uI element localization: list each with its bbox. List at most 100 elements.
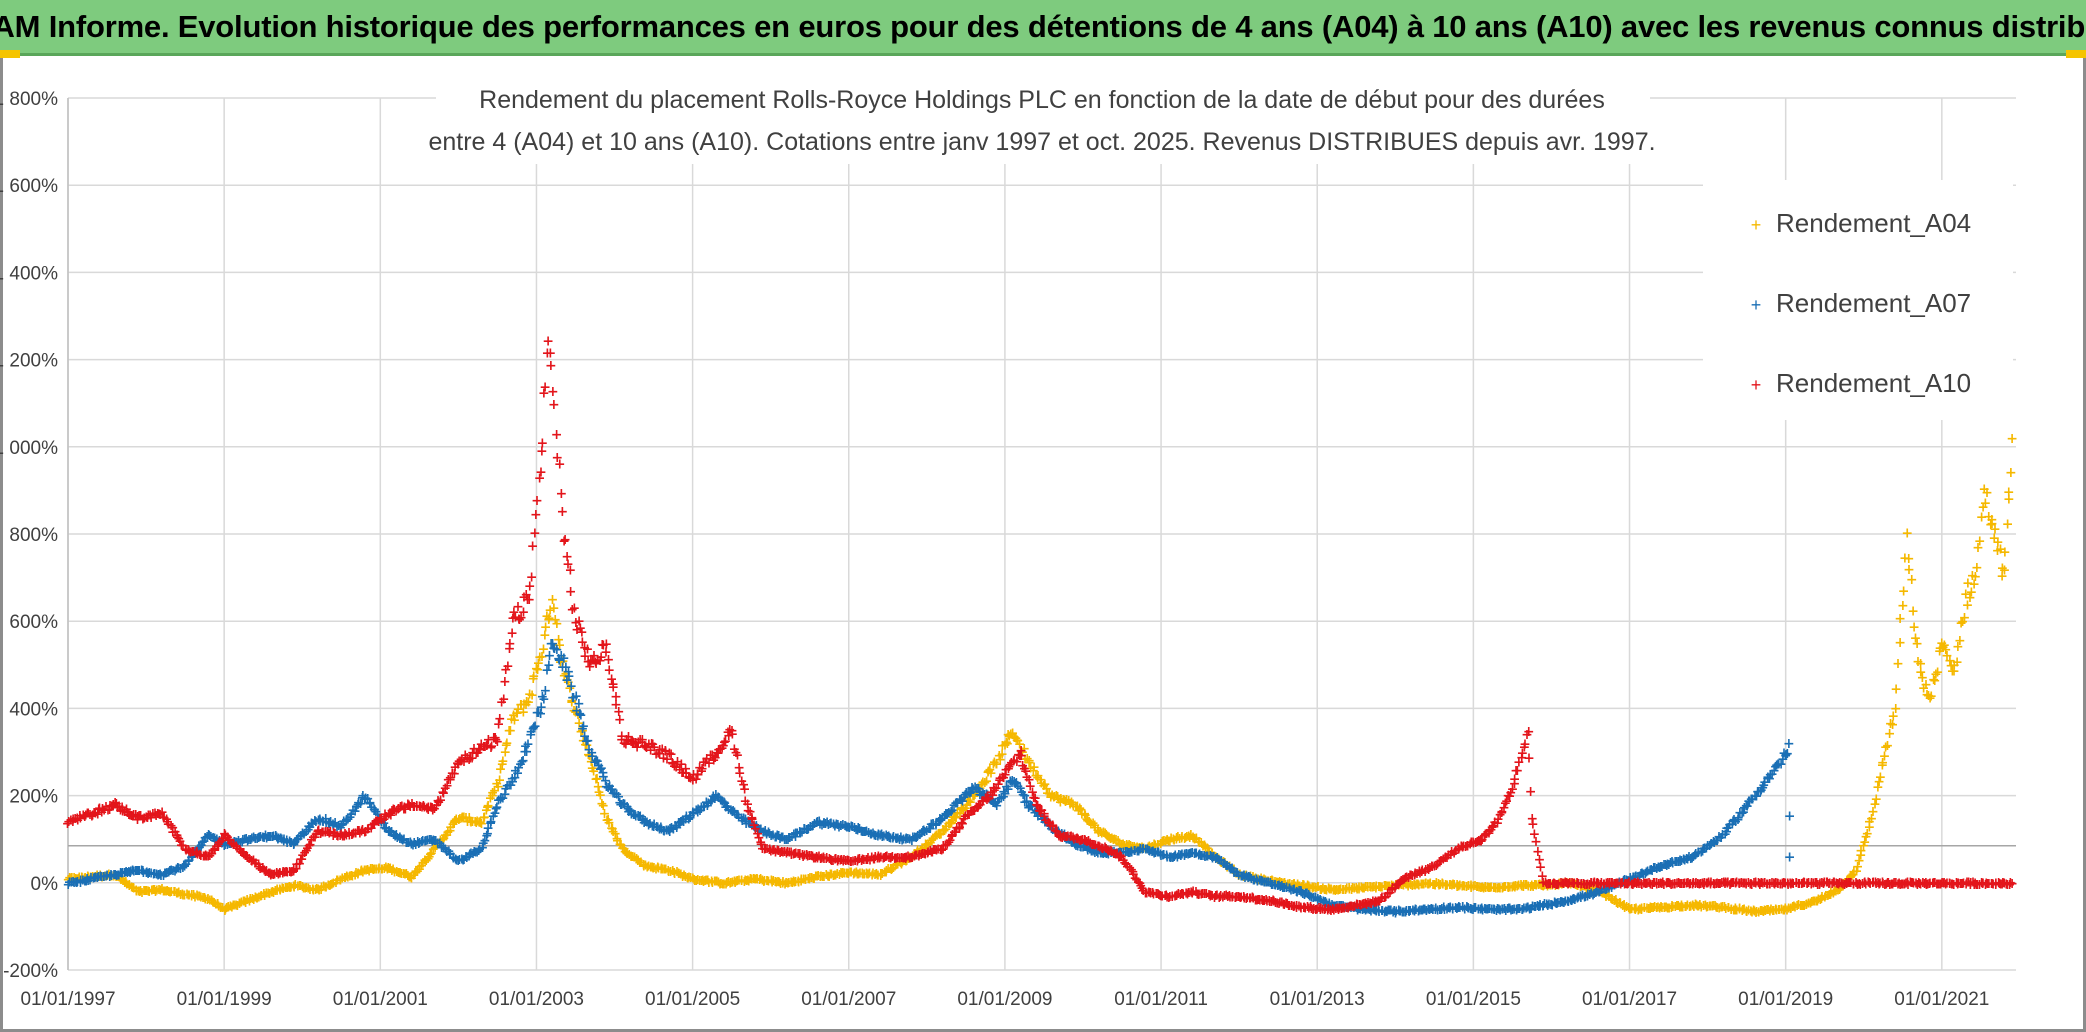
- data-point-marker: +: [1783, 736, 1795, 752]
- data-point-marker: +: [1183, 829, 1195, 845]
- data-point-marker: +: [259, 888, 271, 904]
- data-point-marker: +: [313, 882, 325, 898]
- data-point-marker: +: [811, 868, 823, 884]
- data-point-marker: +: [808, 871, 820, 887]
- data-point-marker: +: [1039, 776, 1051, 792]
- data-point-marker: +: [618, 841, 630, 857]
- data-point-marker: +: [1121, 837, 1133, 853]
- data-point-marker: +: [1168, 832, 1180, 848]
- data-point-marker: +: [780, 875, 792, 891]
- data-point-marker: +: [1051, 788, 1063, 804]
- data-point-marker: +: [698, 874, 710, 890]
- data-point-marker: +: [1246, 871, 1258, 887]
- data-point-marker: +: [238, 894, 250, 910]
- data-point-marker: +: [1901, 525, 1913, 541]
- data-point-marker: +: [251, 891, 263, 907]
- data-point-marker: +: [1228, 862, 1240, 878]
- data-point-marker: +: [570, 703, 582, 719]
- data-point-marker: +: [346, 868, 358, 884]
- data-point-marker: +: [66, 870, 78, 886]
- data-point-marker: +: [839, 865, 851, 881]
- data-point-marker: +: [1184, 830, 1196, 846]
- data-point-marker: +: [849, 865, 861, 881]
- data-point-marker: +: [1057, 792, 1069, 808]
- data-point-marker: +: [65, 871, 77, 887]
- data-point-marker: +: [1092, 822, 1104, 838]
- data-point-marker: +: [362, 862, 374, 878]
- data-point-marker: +: [1000, 735, 1012, 751]
- data-point-marker: +: [1271, 874, 1283, 890]
- data-point-marker: +: [64, 870, 76, 886]
- data-point-marker: +: [302, 881, 314, 897]
- data-point-marker: +: [62, 872, 74, 888]
- data-point-marker: +: [1148, 837, 1160, 853]
- data-point-marker: +: [798, 871, 810, 887]
- data-point-marker: +: [896, 856, 908, 872]
- data-point-marker: +: [530, 507, 542, 523]
- data-point-marker: +: [168, 884, 180, 900]
- data-point-marker: +: [1072, 799, 1084, 815]
- data-point-marker: +: [412, 863, 424, 879]
- data-point-marker: +: [494, 711, 506, 727]
- data-point-marker: +: [982, 764, 994, 780]
- data-point-marker: +: [1145, 840, 1157, 856]
- data-point-marker: +: [1256, 873, 1268, 889]
- data-point-marker: +: [602, 812, 614, 828]
- data-point-marker: +: [271, 883, 283, 899]
- data-point-marker: +: [101, 868, 113, 884]
- y-tick-label: 1 000%: [0, 438, 58, 459]
- data-point-marker: +: [990, 756, 1002, 772]
- data-point-marker: +: [528, 668, 540, 684]
- data-point-marker: +: [688, 872, 700, 888]
- data-point-marker: +: [671, 864, 683, 880]
- data-point-marker: +: [123, 878, 135, 894]
- data-point-marker: +: [1242, 870, 1254, 886]
- data-point-marker: +: [2002, 517, 2014, 533]
- data-point-marker: +: [106, 868, 118, 884]
- data-point-marker: +: [532, 662, 544, 678]
- data-point-marker: +: [253, 889, 265, 905]
- data-point-marker: +: [606, 821, 618, 837]
- data-point-marker: +: [711, 874, 723, 890]
- legend-item-a10[interactable]: + Rendement_A10: [1751, 368, 1971, 398]
- data-point-marker: +: [928, 831, 940, 847]
- data-point-marker: +: [332, 872, 344, 888]
- data-point-marker: +: [690, 873, 702, 889]
- data-point-marker: +: [763, 873, 775, 889]
- data-point-marker: +: [1096, 826, 1108, 842]
- data-point-marker: +: [1269, 874, 1281, 890]
- data-point-marker: +: [394, 865, 406, 881]
- data-point-marker: +: [946, 814, 958, 830]
- legend-item-a07[interactable]: + Rendement_A07: [1751, 288, 1971, 318]
- data-point-marker: +: [775, 876, 787, 892]
- data-point-marker: +: [540, 683, 552, 699]
- data-point-marker: +: [541, 609, 553, 625]
- data-point-marker: +: [1123, 837, 1135, 853]
- data-point-marker: +: [933, 826, 945, 842]
- data-point-marker: +: [177, 887, 189, 903]
- data-point-marker: +: [360, 863, 372, 879]
- data-point-marker: +: [1055, 791, 1067, 807]
- data-point-marker: +: [748, 871, 760, 887]
- data-point-marker: +: [427, 841, 439, 857]
- data-point-marker: +: [659, 861, 671, 877]
- data-point-marker: +: [1174, 831, 1186, 847]
- legend-item-a04[interactable]: + Rendement_A04: [1751, 208, 1971, 238]
- data-point-marker: +: [227, 898, 239, 914]
- chart-title-line-2: entre 4 (A04) et 10 ans (A10). Cotations…: [428, 128, 1655, 156]
- data-point-marker: +: [495, 761, 507, 777]
- data-point-marker: +: [1164, 833, 1176, 849]
- data-point-marker: +: [635, 855, 647, 871]
- data-point-marker: +: [1230, 865, 1242, 881]
- data-point-marker: +: [104, 869, 116, 885]
- data-point-marker: +: [844, 864, 856, 880]
- data-point-marker: +: [112, 869, 124, 885]
- data-point-marker: +: [718, 876, 730, 892]
- data-point-marker: +: [826, 867, 838, 883]
- data-point-marker: +: [212, 896, 224, 912]
- banner-corner-right: [2066, 50, 2086, 58]
- data-point-marker: +: [581, 738, 593, 754]
- data-point-marker: +: [1240, 867, 1252, 883]
- data-point-marker: +: [924, 835, 936, 851]
- legend: + Rendement_A04 + Rendement_A07 + Rendem…: [1703, 180, 2013, 420]
